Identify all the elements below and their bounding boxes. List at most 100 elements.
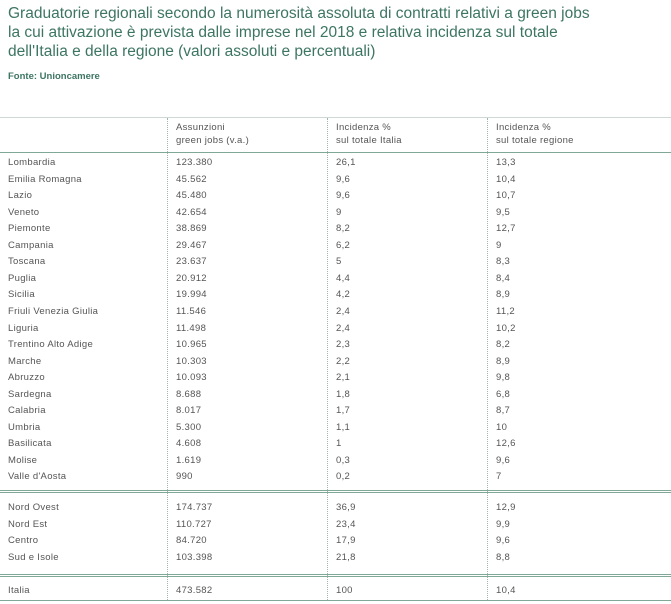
cell-value: 6,2 (336, 239, 351, 251)
cell-value: 103.398 (176, 551, 213, 563)
cell-value: 9,6 (496, 454, 511, 466)
cell-value: 6,8 (496, 388, 511, 400)
row-label: Sud e Isole (8, 551, 59, 563)
cell-value: 0,2 (336, 471, 351, 483)
rule (0, 117, 671, 118)
row-label: Basilicata (8, 438, 52, 450)
cell-value: 42.654 (176, 206, 207, 218)
cell-value: 9,8 (496, 372, 511, 384)
cell-value: 100 (336, 585, 353, 596)
cell-value: 1,1 (336, 421, 351, 433)
cell-value: 123.380 (176, 157, 213, 168)
source: Fonte: Unioncamere (8, 71, 100, 82)
cell-value: 8,9 (496, 355, 511, 367)
row-label: Liguria (8, 322, 39, 334)
column-header: Incidenza % sul totale regione (496, 122, 574, 147)
header-line: sul totale regione (496, 134, 574, 146)
column-header: Incidenza % sul totale Italia (336, 122, 402, 147)
header-line: sul totale Italia (336, 134, 402, 146)
cell-value: 2,1 (336, 372, 351, 384)
cell-value: 9 (336, 206, 342, 218)
cell-value: 45.480 (176, 190, 207, 202)
cell-value: 5.300 (176, 421, 202, 433)
header-line: Incidenza % (336, 122, 392, 133)
cell-value: 26,1 (336, 157, 356, 168)
cell-value: 4,2 (336, 289, 351, 301)
cell-value: 0,3 (336, 454, 351, 466)
cell-value: 2,4 (336, 305, 351, 317)
cell-value: 29.467 (176, 239, 207, 251)
cell-value: 8,2 (336, 223, 351, 235)
row-label: Calabria (8, 405, 46, 417)
cell-value: 13,3 (496, 157, 516, 168)
cell-value: 8,2 (496, 339, 511, 351)
cell-value: 10.303 (176, 355, 207, 367)
cell-value: 4,4 (336, 272, 351, 284)
row-label: Friuli Venezia Giulia (8, 305, 99, 317)
row-label: Veneto (8, 206, 40, 218)
row-label: Centro (8, 535, 39, 547)
cell-value: 110.727 (176, 518, 212, 530)
column-separator (167, 118, 168, 600)
cell-value: 17,9 (336, 535, 356, 547)
row-label: Valle d'Aosta (8, 471, 67, 483)
cell-value: 11.546 (176, 305, 207, 317)
cell-value: 8,9 (496, 289, 511, 301)
cell-value: 12,6 (496, 438, 516, 450)
row-label: Trentino Alto Adige (8, 339, 94, 351)
cell-value: 174.737 (176, 502, 213, 513)
cell-value: 7 (496, 471, 502, 483)
row-label: Lazio (8, 190, 33, 202)
cell-value: 9,6 (336, 190, 351, 202)
cell-value: 38.869 (176, 223, 207, 235)
row-label: Nord Est (8, 518, 48, 530)
row-label: Sicilia (8, 289, 35, 301)
header-line: Assunzioni (176, 122, 225, 133)
row-label: Molise (8, 454, 38, 466)
cell-value: 5 (336, 256, 342, 268)
column-separator (487, 118, 488, 600)
cell-value: 8,3 (496, 256, 511, 268)
row-label: Umbria (8, 421, 41, 433)
title: Graduatorie regionali secondo la numeros… (8, 4, 668, 61)
cell-value: 2,2 (336, 355, 351, 367)
cell-value: 8.688 (176, 388, 202, 400)
header-line: Incidenza % (496, 122, 552, 133)
title-line: la cui attivazione è prevista dalle impr… (8, 24, 558, 41)
cell-value: 9,9 (496, 518, 511, 530)
cell-value: 23.637 (176, 256, 207, 268)
row-label: Puglia (8, 272, 37, 284)
cell-value: 20.912 (176, 272, 207, 284)
row-label: Sardegna (8, 388, 52, 400)
row-label: Campania (8, 239, 54, 251)
cell-value: 9,6 (336, 173, 351, 185)
cell-value: 8,7 (496, 405, 511, 417)
cell-value: 11.498 (176, 322, 207, 334)
cell-value: 36,9 (336, 502, 356, 513)
column-separator (327, 118, 328, 600)
cell-value: 1,8 (336, 388, 351, 400)
cell-value: 45.562 (176, 173, 207, 185)
row-label: Piemonte (8, 223, 51, 235)
cell-value: 11,2 (496, 305, 515, 317)
row-label: Italia (8, 585, 30, 596)
cell-value: 1 (336, 438, 342, 450)
cell-value: 10.965 (176, 339, 207, 351)
cell-value: 9,5 (496, 206, 511, 218)
cell-value: 8,4 (496, 272, 511, 284)
rule (0, 600, 671, 601)
cell-value: 473.582 (176, 585, 213, 596)
rule (0, 574, 671, 577)
row-label: Toscana (8, 256, 46, 268)
cell-value: 990 (176, 471, 193, 483)
cell-value: 10,2 (496, 322, 516, 334)
cell-value: 10,7 (496, 190, 516, 202)
cell-value: 12,9 (496, 502, 516, 513)
cell-value: 2,3 (336, 339, 351, 351)
rule (0, 152, 671, 153)
cell-value: 10,4 (496, 585, 516, 596)
row-label: Lombardia (8, 157, 56, 168)
row-label: Abruzzo (8, 372, 45, 384)
row-label: Nord Ovest (8, 502, 60, 513)
rule (0, 490, 671, 493)
